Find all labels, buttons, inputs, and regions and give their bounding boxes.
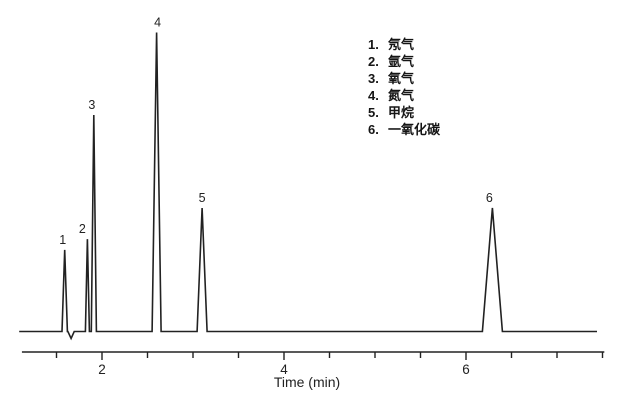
trace-line	[19, 32, 597, 341]
x-axis-tick-label: 2	[98, 362, 106, 377]
legend-item: 4. 氮气	[368, 87, 440, 104]
chromatogram-trace	[19, 32, 597, 341]
legend-item-number: 3.	[368, 71, 379, 86]
peak-labels: 12 3 4 5 6	[59, 16, 493, 247]
legend-item-label: 氖气	[388, 37, 415, 52]
legend-item-number: 2.	[368, 54, 379, 69]
legend-item-number: 6.	[368, 122, 379, 137]
legend-item: 2. 氩气	[368, 53, 440, 70]
peak-label-2: 2	[79, 222, 86, 236]
x-axis-tick-label: 4	[280, 362, 288, 377]
legend-item-label: 一氧化碳	[388, 122, 441, 137]
legend-item-label: 氧气	[388, 71, 415, 86]
peak-label-6: 6	[486, 191, 493, 205]
legend-item-label: 氮气	[388, 88, 415, 103]
peak-label-5: 5	[199, 191, 206, 205]
legend: 1. 氖气 2. 氩气 3. 氧气 4. 氮气 5. 甲烷 6. 一氧化碳	[368, 36, 440, 138]
legend-item-number: 1.	[368, 37, 379, 52]
legend-item: 5. 甲烷	[368, 104, 440, 121]
legend-item: 1. 氖气	[368, 36, 440, 53]
peak-label-1: 1	[59, 233, 66, 247]
legend-item-label: 甲烷	[388, 105, 415, 120]
x-axis-tick-label: 6	[462, 362, 470, 377]
x-axis: 2 4 6 Time (min)	[21, 351, 605, 390]
legend-item-number: 5.	[368, 105, 379, 120]
legend-item-label: 氩气	[388, 54, 415, 69]
legend-item: 6. 一氧化碳	[368, 121, 440, 138]
peak-label-3: 3	[88, 98, 95, 112]
x-axis-title: Time (min)	[274, 374, 340, 390]
peak-label-4: 4	[154, 16, 161, 30]
legend-item-number: 4.	[368, 88, 379, 103]
legend-item: 3. 氧气	[368, 70, 440, 87]
